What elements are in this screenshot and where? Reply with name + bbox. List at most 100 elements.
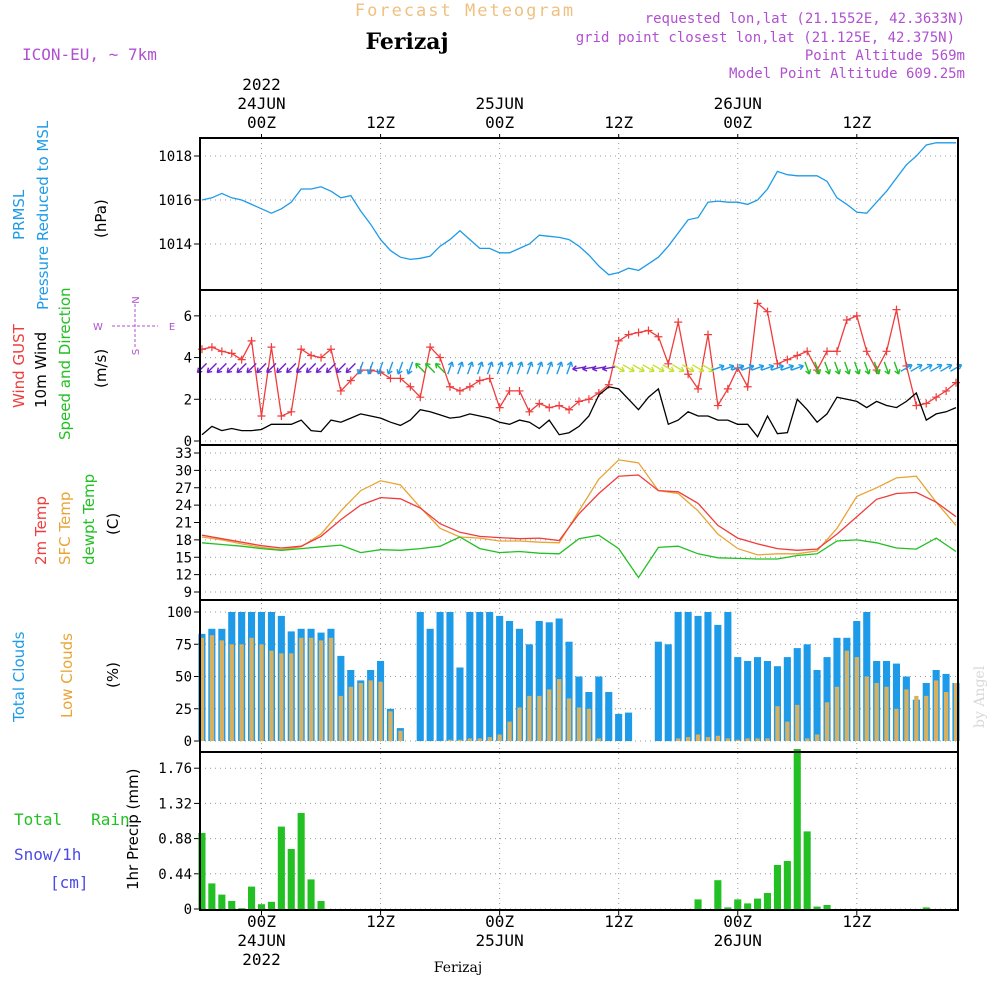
model-label: ICON-EU, ~ 7km [22, 45, 157, 64]
low-cloud-bar [557, 679, 562, 741]
wind-arrow [814, 361, 822, 375]
low-cloud-bar [874, 683, 879, 741]
wind-arrow [315, 362, 327, 374]
compass-rose: N S W E [93, 296, 175, 355]
time-tick-label: 12Z [366, 912, 395, 931]
low-clouds-label: Low Clouds [58, 633, 76, 718]
gust-marker [723, 384, 732, 393]
rain-bar [813, 906, 821, 909]
gust-marker [892, 305, 901, 314]
watermark: by Angel [972, 665, 988, 728]
gust-marker [267, 343, 276, 352]
gust-marker [654, 332, 663, 341]
wind-arrow [526, 361, 534, 375]
low-cloud-bar [725, 738, 730, 741]
wind-arrow [276, 362, 287, 374]
gust-marker [942, 386, 951, 395]
gust-marker [555, 401, 564, 410]
sfc-temp-line [201, 459, 957, 556]
gust-marker [783, 355, 792, 364]
rain-bar [793, 749, 801, 909]
temp-2m-line [201, 474, 957, 551]
gust-marker [396, 374, 405, 383]
gust-marker [932, 393, 941, 402]
low-cloud-bar [775, 706, 780, 741]
gust-marker [436, 353, 445, 362]
total-cloud-bar [476, 612, 484, 741]
y-tick-label: 1.32 [158, 796, 192, 812]
panel-frames [199, 137, 959, 911]
y-tick-label: 30 [175, 463, 192, 479]
wind-arrow [256, 362, 267, 374]
gust-marker [247, 336, 256, 345]
gust-marker [862, 347, 871, 356]
y-tick-label: 75 [175, 637, 192, 653]
gust-marker [743, 382, 752, 391]
clouds-panel [198, 612, 960, 742]
y-tick-label: 15 [175, 550, 192, 566]
rain-bar [287, 849, 295, 909]
gust-marker [773, 359, 782, 368]
wind-arrow [396, 361, 404, 375]
wind-arrow [516, 361, 524, 375]
wind-arrow [701, 364, 715, 373]
time-tick-label: 12Z [604, 113, 633, 132]
wind-arrow [196, 362, 208, 374]
total-cloud-bar [724, 612, 732, 741]
total-cloud-bar [684, 612, 692, 741]
total-cloud-bar [545, 622, 553, 741]
gust-marker [317, 353, 326, 362]
rain-bar [228, 901, 236, 909]
low-cloud-bar [487, 737, 492, 741]
low-cloud-bar [884, 686, 889, 741]
compass-s: S [131, 349, 142, 355]
snow-label: Snow/1h [14, 845, 81, 864]
low-cloud-bar [914, 695, 919, 741]
wind-arrow [834, 361, 841, 375]
wind-arrow [366, 361, 374, 375]
wind-arrow [672, 364, 685, 373]
time-tick-label: 00Z [723, 113, 752, 132]
wind-arrow [536, 361, 544, 375]
wind-arrow [692, 364, 705, 373]
low-cloud-bar [507, 721, 512, 741]
y-tick-label: 0 [184, 734, 192, 750]
time-tick-label: 00Z [247, 912, 276, 931]
time-tick-label: 00Z [485, 912, 514, 931]
time-tick-label: 24JUN [237, 931, 285, 950]
low-cloud-bar [219, 640, 224, 741]
total-cloud-bar [416, 612, 424, 741]
y-tick-label: 0 [184, 902, 192, 918]
gust-marker [922, 399, 931, 408]
total-cloud-bar [486, 612, 494, 741]
y-tick-label: 27 [175, 481, 192, 497]
low-cloud-bar [328, 637, 334, 741]
total-cloud-bar [605, 692, 613, 741]
time-tick-label: 26JUN [714, 931, 762, 950]
wind-arrow [632, 364, 645, 373]
wind-arrow [751, 364, 765, 371]
low-cloud-bar [299, 637, 304, 741]
rain-bar [218, 894, 226, 909]
wind-arrow [424, 362, 436, 374]
gust-marker [832, 347, 841, 356]
low-cloud-bar [686, 737, 691, 741]
wind-arrow [731, 364, 745, 371]
time-tick-label: 00Z [247, 113, 276, 132]
gust-marker [416, 393, 425, 402]
location-title: Ferizaj [365, 29, 448, 55]
wind-arrow [295, 362, 307, 374]
low-cloud-bar [398, 730, 403, 741]
wind-gust-label: Wind GUST [10, 323, 28, 408]
low-cloud-bar [755, 738, 760, 741]
wind-arrow [415, 362, 426, 374]
total-cloud-bar [456, 667, 464, 741]
low-cloud-bar [497, 734, 502, 741]
wind-arrow [682, 364, 695, 373]
y-tick-label: 9 [184, 585, 192, 601]
y-tick-label: 6 [184, 309, 192, 325]
total-cloud-bar [803, 644, 811, 742]
y-tick-label: 1016 [158, 193, 192, 209]
total-cloud-bar [525, 644, 533, 742]
total-cloud-bar [515, 628, 523, 741]
